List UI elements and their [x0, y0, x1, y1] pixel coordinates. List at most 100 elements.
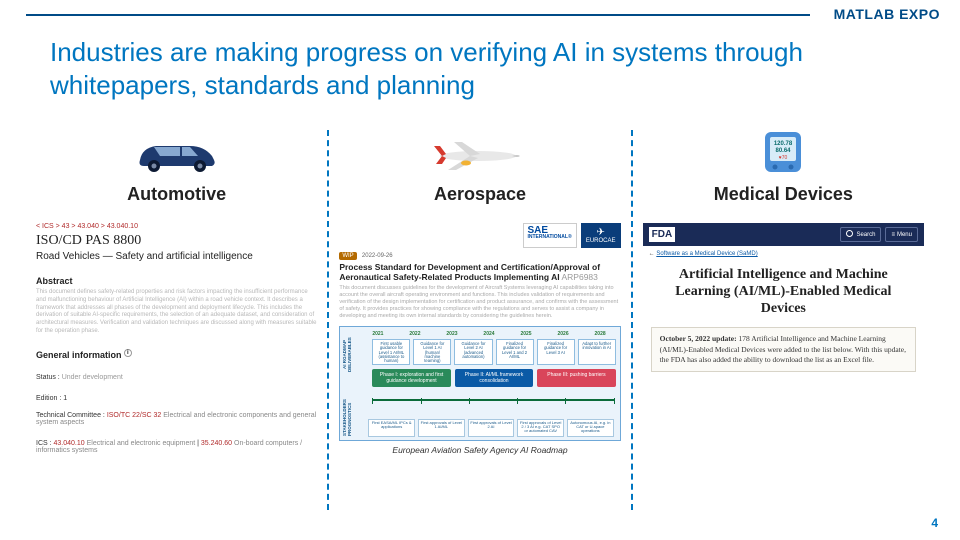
deliv-box: Finalized guidance for Level 3 AI: [537, 339, 575, 365]
stake-box: Autonomous AI, e.g. in CAT or U-space op…: [567, 419, 614, 437]
ics-val1: 43.040.10: [54, 440, 85, 447]
roadmap-phases: Phase I: exploration and first guidance …: [344, 369, 615, 387]
automotive-label: Automotive: [36, 184, 317, 205]
year: 2024: [483, 331, 494, 337]
ics-val2: 35.240.60: [201, 440, 232, 447]
car-icon: [132, 134, 222, 174]
deliverables-vlabel: AI ROADMAP DELIVERABLES: [342, 333, 352, 377]
status-row: Status : Under development: [36, 374, 317, 381]
roadmap-caption: European Aviation Safety Agency AI Roadm…: [339, 445, 620, 455]
col-aerospace: Aerospace SAEINTERNATIONAL® ✈EUROCAE WIP…: [329, 130, 630, 510]
tc-value: ISO/TC 22/SC 32: [107, 412, 161, 419]
medical-panel: FDA Search ≡Menu ← Software as a Medical…: [643, 223, 924, 372]
brand-main: MATLAB: [834, 6, 899, 22]
geninfo-heading: General information i: [36, 350, 317, 360]
edition-value: 1: [63, 395, 67, 402]
deliv-box: First usable guidance for Level 1 AI/ML …: [372, 339, 410, 365]
stakeholders-vlabel: STAKEHOLDERS PROGNOSTICS: [342, 408, 352, 436]
iso-subtitle: Road Vehicles — Safety and artificial in…: [36, 251, 317, 262]
stake-box: First approvals of Level 2 / 3 AI e.g. C…: [517, 419, 564, 437]
edition-row: Edition : 1: [36, 395, 317, 402]
medical-label: Medical Devices: [643, 184, 924, 205]
eurocae-text: EUROCAE: [586, 238, 616, 244]
crumb-link[interactable]: Software as a Medical Device (SaMD): [656, 251, 757, 257]
automotive-icon-row: [36, 130, 317, 178]
deliv-box: Adapt to further innovation in AI: [578, 339, 616, 365]
fda-page-title: Artificial Intelligence and Machine Lear…: [653, 267, 914, 317]
arp-code: ARP6983: [560, 272, 598, 282]
fda-breadcrumb: ← Software as a Medical Device (SaMD): [649, 251, 924, 257]
fda-logo: FDA: [649, 227, 676, 242]
ics-desc1: Electrical and electronic equipment: [87, 440, 196, 447]
svg-text:80.64: 80.64: [776, 148, 792, 154]
phase-box: Phase III: pushing barriers: [537, 369, 615, 387]
stake-box: First approvals of Level 1 AI/ML: [418, 419, 465, 437]
fda-header-bar: FDA Search ≡Menu: [643, 223, 924, 246]
geninfo-heading-text: General information: [36, 350, 122, 360]
roadmap-deliverables: First usable guidance for Level 1 AI/ML …: [344, 339, 615, 365]
svg-text:120.78: 120.78: [774, 141, 793, 147]
brand-accent: EXPO: [899, 6, 940, 22]
fda-buttons: Search ≡Menu: [840, 227, 918, 242]
stake-box: First approvals of Level 2 AI: [468, 419, 515, 437]
slide: MATLAB EXPO Industries are making progre…: [0, 0, 960, 540]
roadmap-timeline: [372, 399, 613, 401]
aerospace-panel: SAEINTERNATIONAL® ✈EUROCAE WIP 2022-09-2…: [339, 223, 620, 455]
roadmap-years: 2021 2022 2023 2024 2025 2026 2028: [344, 331, 615, 337]
year: 2021: [372, 331, 383, 337]
brand: MATLAB EXPO: [834, 6, 940, 22]
tc-label: Technical Committee :: [36, 412, 105, 419]
slide-title: Industries are making progress on verify…: [50, 36, 910, 101]
abstract-body: This document defines safety-related pro…: [36, 289, 317, 336]
aerospace-doc-title: Process Standard for Development and Cer…: [339, 262, 620, 282]
year: 2022: [409, 331, 420, 337]
aerospace-meta: WIP 2022-09-26: [339, 250, 620, 260]
automotive-panel: < ICS > 43 > 43.040 > 43.040.10 ISO/CD P…: [36, 223, 317, 454]
sae-logo: SAEINTERNATIONAL®: [523, 223, 577, 248]
wip-badge: WIP: [339, 252, 356, 260]
search-button[interactable]: Search: [840, 227, 881, 242]
deliv-box: Finalized guidance for Level 1 and 2 AI/…: [496, 339, 534, 365]
year: 2023: [446, 331, 457, 337]
sae-sub: INTERNATIONAL®: [528, 235, 572, 240]
phase-box: Phase II: AI/ML framework consolidation: [455, 369, 533, 387]
aerospace-logos: SAEINTERNATIONAL® ✈EUROCAE: [339, 223, 620, 248]
menu-icon: ≡: [891, 232, 895, 238]
svg-text:♥70: ♥70: [779, 155, 788, 161]
phase-box: Phase I: exploration and first guidance …: [372, 369, 450, 387]
fda-update-box: October 5, 2022 update: 178 Artificial I…: [651, 327, 916, 371]
tc-row: Technical Committee : ISO/TC 22/SC 32 El…: [36, 412, 317, 426]
menu-label: Menu: [897, 232, 912, 238]
doc-date: 2022-09-26: [362, 253, 393, 259]
page-number: 4: [931, 516, 938, 530]
iso-code: ISO/CD PAS 8800: [36, 233, 317, 249]
year: 2026: [557, 331, 568, 337]
ics-label: ICS :: [36, 440, 52, 447]
easa-roadmap: AI ROADMAP DELIVERABLES STAKEHOLDERS PRO…: [339, 326, 620, 441]
stake-box: First EASA/ML IPCs & applications: [368, 419, 415, 437]
search-label: Search: [856, 232, 875, 238]
search-icon: [846, 230, 854, 239]
update-date: October 5, 2022 update:: [660, 334, 737, 343]
roadmap-stakeholders: First EASA/ML IPCs & applications First …: [368, 419, 613, 437]
edition-label: Edition :: [36, 395, 61, 402]
col-medical: 120.78 80.64 ♥70 Medical Devices FDA Sea…: [633, 130, 934, 510]
eurocae-logo: ✈EUROCAE: [581, 223, 621, 248]
aerospace-doc-body: This document discusses guidelines for t…: [339, 285, 620, 319]
year: 2028: [595, 331, 606, 337]
col-automotive: Automotive < ICS > 43 > 43.040 > 43.040.…: [26, 130, 327, 510]
abstract-heading: Abstract: [36, 276, 317, 286]
top-rule: [26, 14, 810, 16]
bp-monitor-icon: 120.78 80.64 ♥70: [761, 130, 805, 178]
plane-icon: [430, 134, 530, 174]
deliv-box: Guidance for Level 2 AI (advanced automa…: [454, 339, 492, 365]
ics-row: ICS : 43.040.10 Electrical and electroni…: [36, 440, 317, 454]
menu-button[interactable]: ≡Menu: [885, 227, 918, 242]
aerospace-label: Aerospace: [339, 184, 620, 205]
status-label: Status :: [36, 374, 60, 381]
status-value: Under development: [62, 374, 123, 381]
aerospace-icon-row: [339, 130, 620, 178]
columns: Automotive < ICS > 43 > 43.040 > 43.040.…: [26, 130, 934, 510]
iso-breadcrumb: < ICS > 43 > 43.040 > 43.040.10: [36, 223, 317, 230]
medical-icon-row: 120.78 80.64 ♥70: [643, 130, 924, 178]
